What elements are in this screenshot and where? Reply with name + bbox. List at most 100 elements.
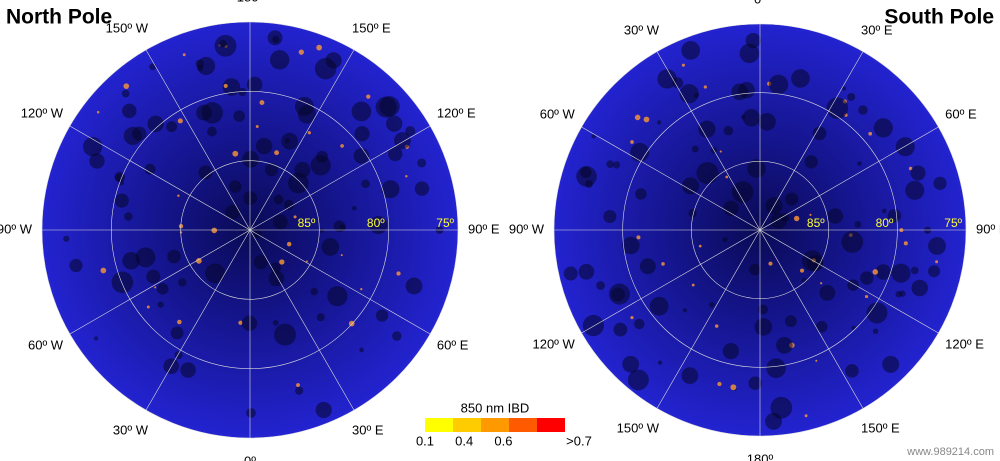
terrain — [582, 314, 604, 337]
longitude-label: 30º W — [113, 422, 149, 437]
terrain — [696, 162, 719, 185]
terrain — [725, 175, 729, 179]
meridian — [69, 229, 251, 335]
terrain — [819, 284, 836, 301]
terrain — [758, 112, 776, 131]
terrain — [613, 322, 628, 337]
terrain — [636, 235, 641, 240]
terrain — [603, 209, 617, 224]
terrain — [340, 254, 343, 257]
terrain — [657, 360, 663, 365]
terrain — [910, 266, 919, 275]
terrain — [205, 263, 226, 284]
longitude-label: 30º E — [861, 22, 893, 37]
terrain — [820, 282, 823, 285]
terrain — [596, 281, 605, 290]
terrain — [321, 238, 340, 256]
terrain — [749, 263, 761, 276]
terrain — [333, 220, 346, 233]
terrain — [252, 229, 262, 238]
terrain — [804, 414, 808, 418]
terrain — [591, 134, 596, 139]
terrain — [405, 277, 423, 295]
meridian — [656, 51, 761, 231]
terrain — [361, 179, 370, 189]
legend-swatch — [537, 418, 565, 432]
terrain — [622, 236, 640, 255]
terrain — [414, 181, 430, 196]
terrain — [392, 331, 402, 341]
terrain — [714, 324, 719, 328]
terrain — [731, 181, 754, 203]
terrain — [881, 208, 887, 214]
terrain — [634, 114, 641, 121]
terrain — [661, 262, 665, 266]
meridian — [581, 126, 761, 231]
terrain — [622, 355, 640, 373]
terrain — [156, 282, 169, 295]
terrain — [255, 137, 273, 155]
terrain — [146, 305, 150, 309]
terrain — [287, 172, 309, 194]
terrain — [681, 41, 701, 60]
terrain — [177, 319, 182, 325]
terrain — [123, 126, 142, 146]
terrain — [179, 231, 183, 234]
terrain — [233, 110, 245, 122]
meridian — [759, 229, 939, 334]
terrain — [316, 150, 328, 163]
longitude-label: 90º W — [509, 221, 545, 236]
legend-swatch — [481, 418, 509, 432]
terrain — [222, 78, 241, 96]
latitude-label: 75º — [436, 216, 454, 230]
terrain — [804, 155, 818, 169]
terrain — [857, 161, 862, 166]
terrain — [933, 176, 947, 190]
terrain — [340, 144, 344, 148]
terrain — [268, 270, 285, 287]
longitude-label: 150º E — [861, 421, 900, 436]
meridian — [581, 229, 761, 334]
terrain — [272, 214, 288, 230]
terrain — [381, 180, 400, 199]
terrain — [272, 320, 279, 326]
terrain — [174, 351, 183, 360]
legend-swatch — [425, 418, 453, 432]
terrain — [578, 263, 595, 280]
terrain — [360, 287, 363, 291]
terrain — [351, 101, 372, 122]
parallel — [41, 21, 459, 439]
terrain — [910, 165, 926, 181]
terrain — [639, 258, 656, 275]
terrain — [293, 215, 297, 219]
terrain — [238, 87, 247, 97]
terrain — [868, 131, 873, 136]
terrain — [124, 212, 133, 221]
terrain — [845, 364, 859, 378]
terrain — [864, 294, 869, 299]
terrain — [748, 376, 762, 390]
terrain — [351, 205, 357, 211]
terrain — [232, 150, 239, 157]
terrain — [758, 304, 768, 315]
parallel — [180, 160, 320, 300]
meridian — [249, 125, 431, 231]
terrain — [854, 221, 862, 228]
terrain — [608, 283, 630, 305]
latitude-label: 75º — [944, 216, 962, 230]
meridian — [759, 126, 939, 231]
meridian — [249, 49, 355, 231]
terrain — [681, 63, 685, 67]
terrain — [111, 271, 134, 294]
meridian — [69, 125, 251, 231]
terrain — [405, 175, 408, 178]
longitude-label: 90º E — [468, 221, 500, 236]
terrain — [872, 328, 879, 335]
terrain — [656, 120, 662, 125]
terrain — [576, 166, 597, 187]
terrain — [858, 105, 868, 115]
terrain — [754, 318, 773, 336]
terrain — [182, 53, 186, 57]
longitude-label: 180º — [747, 451, 774, 461]
terrain — [149, 63, 157, 71]
